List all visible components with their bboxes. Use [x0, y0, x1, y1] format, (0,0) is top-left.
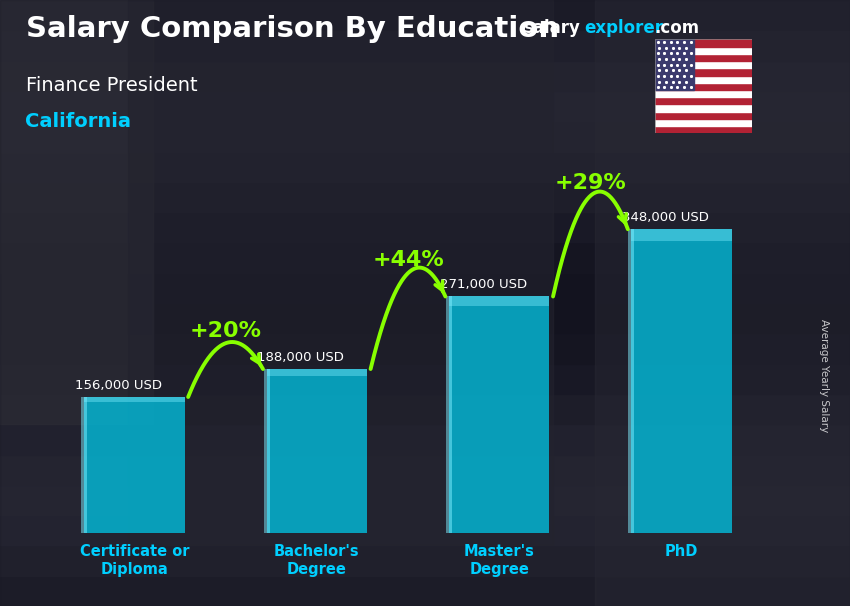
Bar	[0, 61, 850, 91]
Text: 188,000 USD: 188,000 USD	[258, 351, 344, 364]
Text: .com: .com	[654, 19, 700, 38]
Bar	[0, 30, 850, 61]
Bar	[654, 39, 694, 90]
Bar	[0, 454, 850, 485]
Bar	[0, 576, 850, 606]
Bar	[654, 61, 752, 68]
Bar	[84, 397, 184, 402]
Bar	[0, 212, 850, 242]
Bar	[654, 83, 752, 90]
Bar	[0, 545, 850, 576]
Bar	[81, 397, 88, 533]
Bar	[654, 126, 752, 133]
Text: Salary Comparison By Education: Salary Comparison By Education	[26, 15, 558, 43]
Bar	[0, 394, 850, 424]
Bar	[449, 296, 549, 306]
Bar	[0, 303, 850, 333]
Bar	[449, 296, 549, 533]
Bar	[654, 76, 752, 83]
Text: +29%: +29%	[554, 173, 626, 193]
Bar	[128, 0, 552, 545]
Bar	[654, 90, 752, 97]
Bar	[654, 68, 752, 76]
Bar	[267, 369, 367, 533]
Bar	[0, 424, 850, 454]
Bar	[654, 39, 752, 47]
Text: 156,000 USD: 156,000 USD	[75, 379, 162, 391]
Bar	[654, 47, 752, 54]
Text: explorer: explorer	[584, 19, 663, 38]
Bar	[0, 485, 850, 515]
Bar	[446, 296, 452, 533]
Bar	[632, 229, 732, 533]
Bar	[267, 369, 367, 376]
Bar	[264, 369, 269, 533]
Text: Finance President: Finance President	[26, 76, 197, 95]
Bar	[0, 152, 850, 182]
Bar	[0, 182, 850, 212]
Bar	[628, 229, 634, 533]
Bar	[632, 229, 732, 241]
Text: 271,000 USD: 271,000 USD	[440, 278, 527, 291]
Bar	[654, 54, 752, 61]
Text: Average Yearly Salary: Average Yearly Salary	[819, 319, 829, 432]
Bar	[0, 242, 850, 273]
Bar	[0, 364, 850, 394]
Bar	[595, 0, 850, 606]
Bar	[0, 91, 850, 121]
Bar	[0, 273, 850, 303]
Text: 348,000 USD: 348,000 USD	[622, 211, 709, 224]
Text: California: California	[26, 112, 132, 131]
Bar	[654, 97, 752, 104]
Bar	[654, 104, 752, 112]
Bar	[654, 119, 752, 126]
Text: salary: salary	[523, 19, 580, 38]
Bar	[0, 0, 850, 30]
Bar	[0, 515, 850, 545]
Bar	[84, 397, 184, 533]
Bar	[654, 112, 752, 119]
Bar	[0, 333, 850, 364]
Bar	[0, 121, 850, 152]
Text: +44%: +44%	[372, 250, 444, 270]
Bar	[0, 0, 153, 424]
Text: +20%: +20%	[190, 321, 262, 341]
